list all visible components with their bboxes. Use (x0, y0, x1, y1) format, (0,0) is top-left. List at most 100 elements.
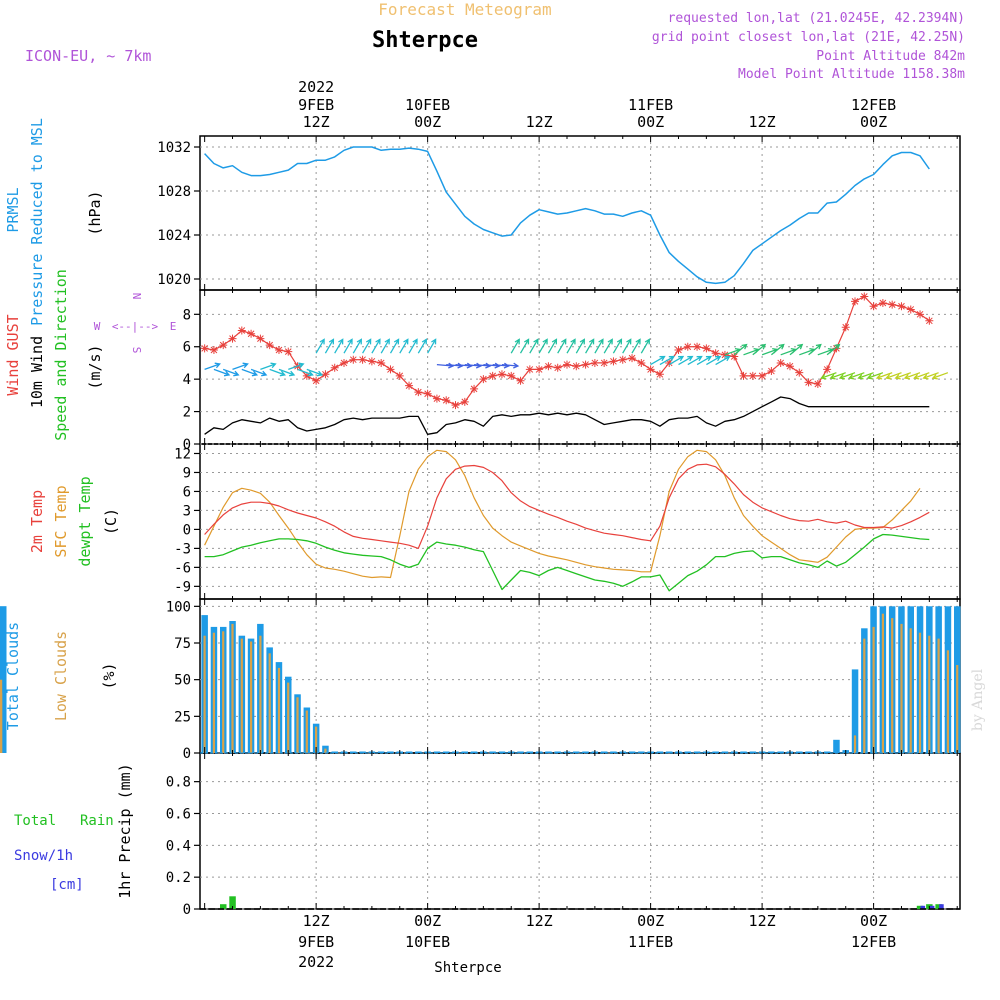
gust-marker (683, 342, 692, 351)
gust-marker (209, 345, 218, 354)
panel-unit: 1hr Precip (mm) (116, 763, 134, 898)
wind-arrow (585, 338, 595, 354)
wind-arrow (352, 338, 362, 354)
wind-arrow (204, 362, 221, 371)
gust-marker (302, 371, 311, 380)
gust-marker (730, 352, 739, 361)
total-cloud-bar (0, 606, 7, 753)
panel-label: Wind GUST (4, 314, 22, 395)
total-cloud-bar (545, 751, 552, 753)
panel-unit: (C) (102, 508, 120, 535)
y-tick-label: 0.2 (166, 870, 191, 886)
wind-arrow (241, 368, 259, 377)
panel-unit: (%) (100, 662, 118, 689)
gust-marker (590, 358, 599, 367)
gust-marker (497, 370, 506, 379)
compass-east: E (170, 320, 177, 333)
total-cloud-bar (833, 739, 840, 753)
credit-text: by Angel (970, 668, 986, 731)
gust-marker (600, 358, 609, 367)
gust-marker (312, 376, 321, 385)
y-tick-label: 4 (183, 372, 191, 388)
time-label-top: 11FEB (628, 96, 673, 114)
gust-marker (358, 355, 367, 364)
panel-label: Total Clouds (4, 622, 22, 730)
y-tick-label: 100 (166, 599, 191, 615)
gust-marker (618, 355, 627, 364)
total-cloud-bar (684, 751, 691, 753)
gust-marker (869, 302, 878, 311)
wind-arrow (362, 338, 372, 354)
low-cloud-bar (956, 665, 959, 753)
wind-arrow (931, 372, 949, 380)
gust-marker (841, 323, 850, 332)
low-cloud-bar (250, 641, 253, 753)
y-tick-label: 1032 (157, 140, 191, 156)
precip-legend: Total Rain Snow/1h [cm] (14, 813, 114, 893)
rain-bar (935, 904, 942, 909)
wind-arrow (501, 362, 520, 369)
gust-marker (377, 358, 386, 367)
low-cloud-bar (305, 710, 308, 753)
gust-marker (237, 326, 246, 335)
wind-arrow (297, 368, 314, 377)
low-cloud-bar (891, 618, 894, 753)
frame-precip (199, 752, 961, 910)
y-tick-label: -9 (174, 579, 191, 595)
y-tick-label: 1028 (157, 184, 191, 200)
gust-marker (572, 362, 581, 371)
total-cloud-bar (693, 751, 701, 753)
low-cloud-bar (315, 726, 318, 753)
y-tick-label: 1020 (157, 272, 191, 288)
legend-cm: [cm] (50, 877, 84, 893)
gust-marker (832, 344, 841, 353)
total-cloud-bar (377, 751, 385, 753)
total-cloud-bar (796, 751, 803, 753)
panel-labels: PRMSL Pressure Reduced to MSL (hPa) Wind GU… (4, 118, 134, 899)
wind-arrow (687, 355, 703, 366)
gust-marker (367, 357, 376, 366)
low-cloud-bar (946, 650, 949, 753)
total-cloud-bar (610, 751, 617, 753)
snow-bar (920, 905, 926, 909)
gust-marker (860, 292, 869, 301)
wind-arrow (232, 362, 249, 371)
time-label-top: 00Z (860, 113, 887, 131)
gust-marker (395, 371, 404, 380)
gust-marker (488, 371, 497, 380)
gust-marker (776, 358, 785, 367)
gust-marker (284, 347, 293, 356)
low-cloud-bar (259, 635, 262, 753)
low-cloud-bar (203, 635, 206, 753)
wind-arrow (492, 362, 510, 369)
gust-marker (804, 378, 813, 387)
wind-arrow (306, 368, 324, 377)
total-cloud-bar (526, 751, 534, 753)
wind-arrow (857, 372, 874, 380)
wind-arrow (334, 338, 344, 354)
gust-marker (674, 345, 683, 354)
total-cloud-bar (823, 751, 831, 753)
chart-marks (0, 146, 961, 910)
y-tick-label: 9 (183, 465, 191, 481)
snow-bar (939, 904, 944, 909)
panel-frames (199, 135, 961, 910)
gust-marker (693, 342, 702, 351)
gust-marker (581, 360, 590, 369)
gust-marker (219, 341, 228, 350)
panel-label: SFC Temp (52, 485, 70, 557)
y-tick-label: 0.4 (166, 838, 191, 854)
legend-rain: Rain (80, 813, 114, 829)
gust-marker (628, 354, 637, 363)
time-label-top: 00Z (414, 113, 441, 131)
legend-total: Total (14, 813, 56, 829)
gust-marker (888, 300, 897, 309)
wind-arrow (343, 338, 353, 354)
pressure-line (204, 146, 930, 285)
total-cloud-bar (628, 751, 636, 753)
gust-marker (247, 329, 256, 338)
low-cloud-bar (268, 653, 271, 753)
y-tick-label: 8 (183, 307, 191, 323)
y-tick-label: 3 (183, 503, 191, 519)
gust-marker (553, 363, 562, 372)
